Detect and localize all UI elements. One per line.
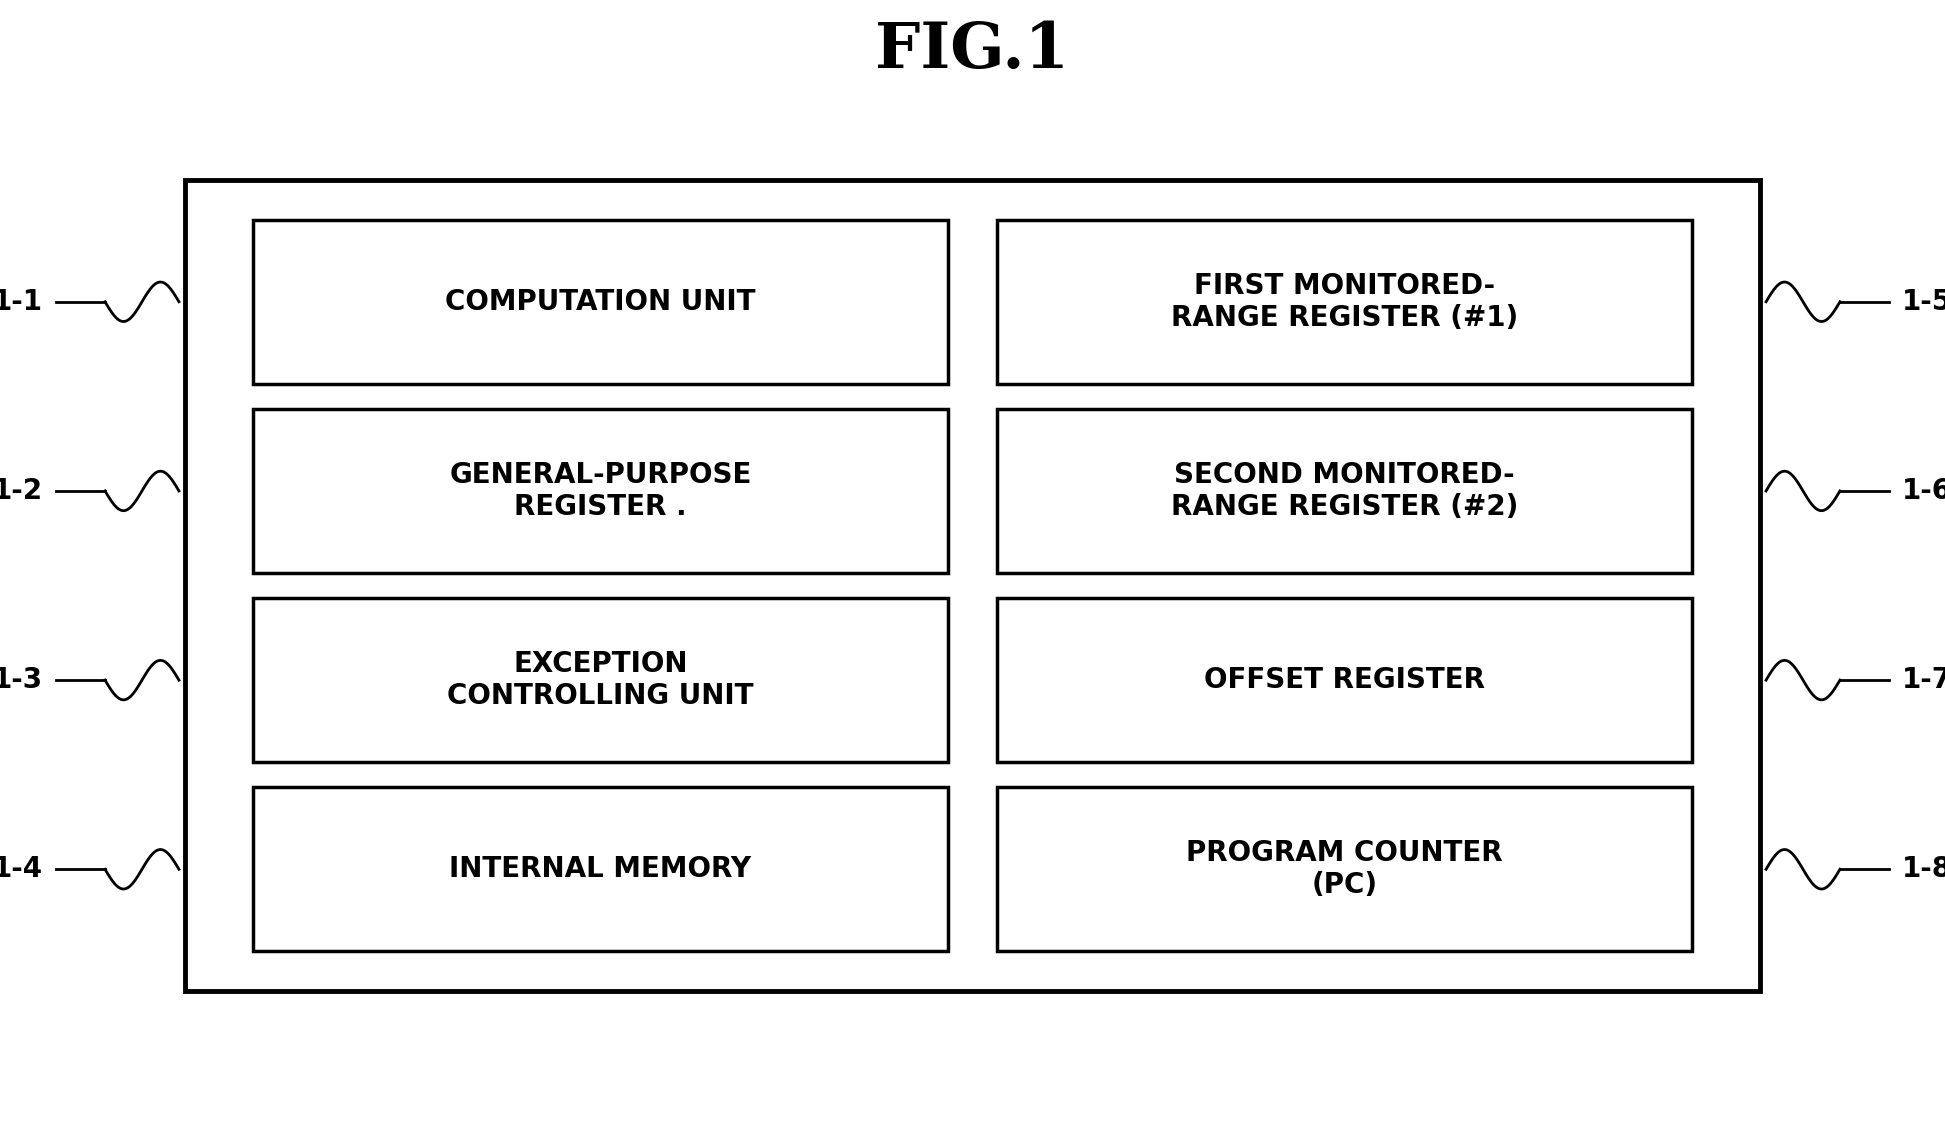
Bar	[996, 598, 1692, 762]
Text: EXCEPTION
CONTROLLING UNIT: EXCEPTION CONTROLLING UNIT	[447, 650, 755, 711]
Text: 1-2: 1-2	[0, 477, 43, 504]
Text: 1-5: 1-5	[1902, 288, 1945, 315]
Text: 1-7: 1-7	[1902, 667, 1945, 694]
Bar	[996, 409, 1692, 573]
Text: FIG.1: FIG.1	[875, 20, 1070, 81]
Text: FIRST MONITORED-
RANGE REGISTER (#1): FIRST MONITORED- RANGE REGISTER (#1)	[1171, 271, 1519, 332]
Text: GENERAL-PURPOSE
REGISTER .: GENERAL-PURPOSE REGISTER .	[449, 461, 751, 521]
Text: 1-6: 1-6	[1902, 477, 1945, 504]
Text: COMPUTATION UNIT: COMPUTATION UNIT	[445, 288, 757, 315]
Text: 1-3: 1-3	[0, 667, 43, 694]
Text: PROGRAM COUNTER
(PC): PROGRAM COUNTER (PC)	[1186, 839, 1503, 900]
Text: 1-1: 1-1	[0, 288, 43, 315]
Bar	[996, 220, 1692, 384]
Bar	[253, 787, 949, 951]
Text: INTERNAL MEMORY: INTERNAL MEMORY	[449, 856, 751, 883]
Bar	[185, 180, 1760, 991]
Bar	[253, 598, 949, 762]
Text: 1-8: 1-8	[1902, 856, 1945, 883]
Bar	[253, 409, 949, 573]
Text: OFFSET REGISTER: OFFSET REGISTER	[1204, 667, 1484, 694]
Bar	[996, 787, 1692, 951]
Bar	[253, 220, 949, 384]
Text: 1-4: 1-4	[0, 856, 43, 883]
Text: SECOND MONITORED-
RANGE REGISTER (#2): SECOND MONITORED- RANGE REGISTER (#2)	[1171, 461, 1519, 521]
